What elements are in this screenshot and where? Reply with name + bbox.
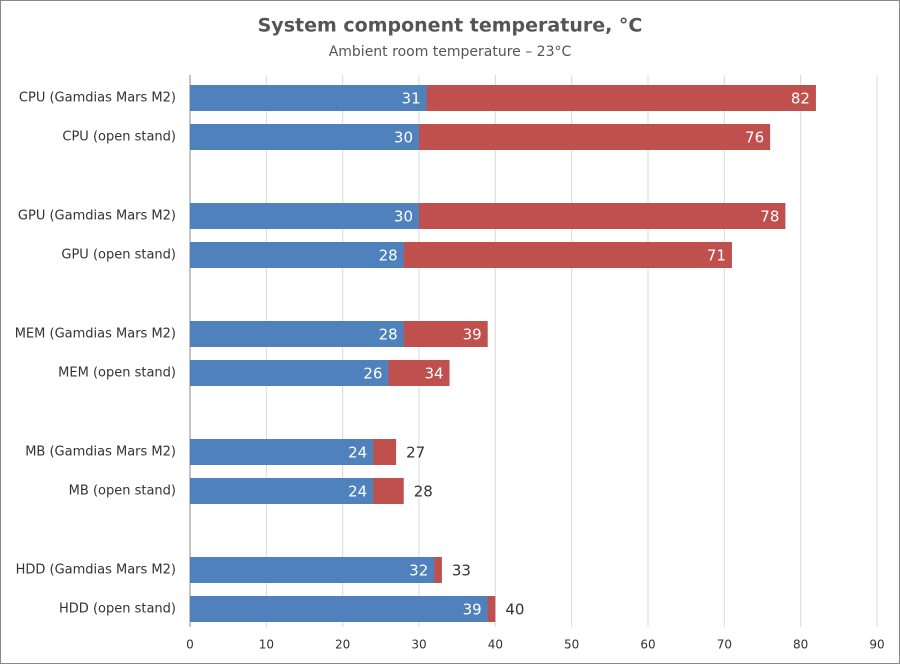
bar [190, 360, 389, 386]
bar [190, 478, 374, 504]
value-label: 33 [452, 562, 471, 580]
x-tick-label: 80 [793, 638, 808, 652]
bar [190, 242, 404, 268]
value-label: 39 [463, 601, 482, 619]
bar [190, 439, 374, 465]
y-tick-label: GPU (Gamdias Mars M2) [18, 209, 176, 224]
value-label: 76 [745, 129, 764, 147]
x-tick-label: 50 [564, 638, 579, 652]
value-label: 30 [394, 129, 413, 147]
value-label: 24 [348, 483, 367, 501]
x-tick-label: 40 [488, 638, 503, 652]
y-tick-label: MB (open stand) [69, 484, 176, 499]
value-label: 39 [463, 326, 482, 344]
bar [190, 321, 404, 347]
value-label: 71 [707, 247, 726, 265]
bar [190, 124, 419, 150]
value-label: 26 [363, 365, 382, 383]
y-tick-label: MB (Gamdias Mars M2) [25, 445, 176, 460]
bar [190, 596, 488, 622]
value-label: 24 [348, 444, 367, 462]
x-tick-label: 90 [869, 638, 884, 652]
value-label: 34 [424, 365, 443, 383]
y-tick-label: CPU (open stand) [62, 130, 176, 145]
value-label: 28 [379, 326, 398, 344]
x-tick-label: 20 [335, 638, 350, 652]
value-label: 82 [791, 90, 810, 108]
chart-subtitle: Ambient room temperature – 23°C [329, 44, 572, 60]
x-tick-label: 0 [186, 638, 194, 652]
value-label: 78 [760, 208, 779, 226]
value-label: 32 [409, 562, 428, 580]
bar [190, 203, 419, 229]
y-tick-label: CPU (Gamdias Mars M2) [19, 91, 176, 106]
x-tick-label: 60 [640, 638, 655, 652]
value-label: 28 [414, 483, 433, 501]
y-tick-label: MEM (Gamdias Mars M2) [15, 327, 176, 342]
chart-title: System component temperature, °C [258, 15, 643, 37]
value-label: 28 [379, 247, 398, 265]
value-label: 40 [505, 601, 524, 619]
x-tick-label: 70 [717, 638, 732, 652]
y-tick-label: HDD (open stand) [59, 602, 176, 617]
y-tick-label: HDD (Gamdias Mars M2) [16, 563, 176, 578]
x-tick-label: 30 [411, 638, 426, 652]
value-label: 27 [406, 444, 425, 462]
x-tick-label: 10 [259, 638, 274, 652]
y-tick-label: MEM (open stand) [58, 366, 176, 381]
bar [190, 557, 435, 583]
bar [190, 85, 427, 111]
value-label: 30 [394, 208, 413, 226]
value-label: 31 [402, 90, 421, 108]
y-tick-label: GPU (open stand) [61, 248, 176, 263]
